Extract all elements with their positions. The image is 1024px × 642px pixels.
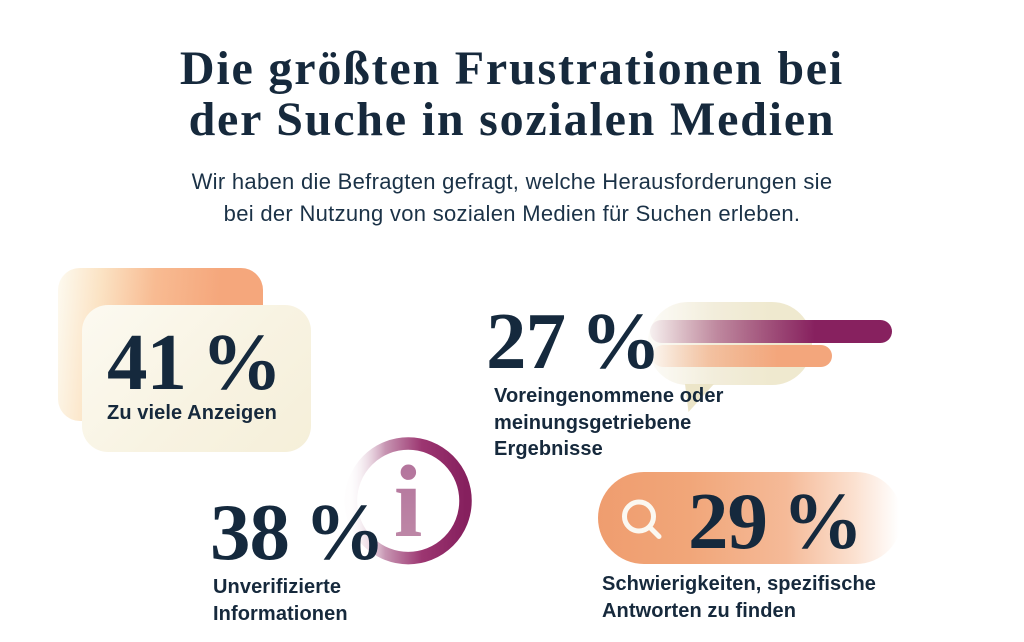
svg-text:i: i xyxy=(394,445,423,559)
